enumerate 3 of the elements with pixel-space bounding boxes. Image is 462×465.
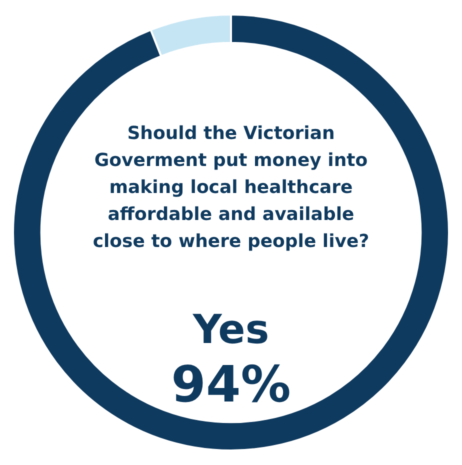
text: Should the Victorian Goverment put money into making local healthcare affordable and available close to where people live? bbox=[92, 122, 370, 254]
slice-label: Yes bbox=[192, 306, 270, 353]
data-label: 94% bbox=[171, 355, 291, 414]
